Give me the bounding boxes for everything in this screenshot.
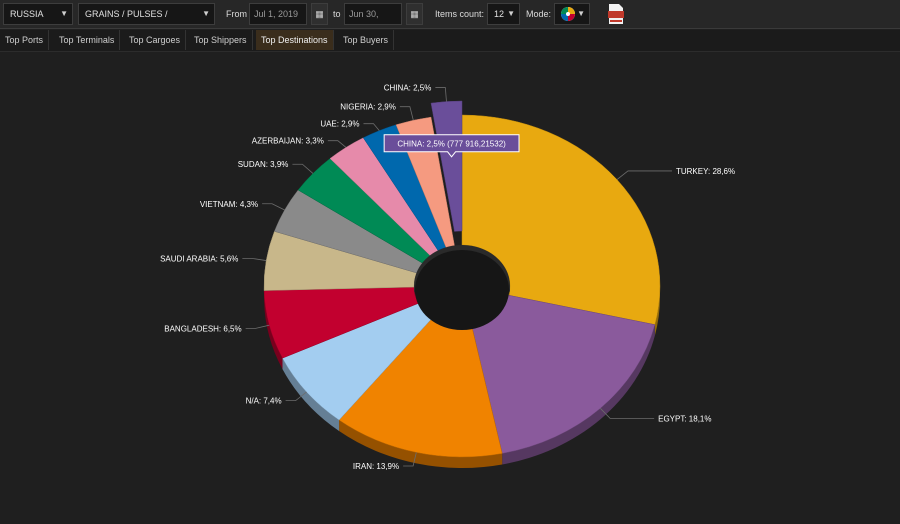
tooltip: CHINA: 2,5% (777 916,21532) (383, 134, 520, 158)
items-count-select[interactable]: 12 ▼ (487, 3, 520, 25)
chevron-down-icon: ▼ (577, 9, 585, 18)
calendar-icon[interactable]: ▦ (406, 3, 423, 25)
chevron-down-icon: ▼ (202, 9, 210, 18)
pie-label-n-a: N/A: 7,4% (246, 397, 282, 406)
pie-slice-egypt-side (502, 324, 655, 465)
pie-label-egypt: EGYPT: 18,1% (658, 414, 711, 423)
from-date-input[interactable]: Jul 1, 2019 (249, 3, 307, 25)
tooltip-text: CHINA: 2,5% (777 916,21532) (397, 139, 506, 148)
pie-label-turkey: TURKEY: 28,6% (676, 167, 735, 176)
pie-chart-icon (561, 7, 575, 21)
pie-label-egypt-connector (600, 408, 655, 419)
tab-top-ports[interactable]: Top Ports (0, 30, 50, 50)
mode-label: Mode: (526, 9, 552, 19)
tab-top-terminals[interactable]: Top Terminals (54, 30, 121, 50)
mode-select[interactable]: ▼ (554, 3, 590, 25)
toolbar: RUSSIA ▼ GRAINS / PULSES / OILSEEDS ▼ Fr… (0, 0, 900, 39)
pie-label-iran-connector (403, 452, 417, 467)
tab-top-shippers[interactable]: Top Shippers (189, 30, 253, 50)
pie-slice-turkey-side (654, 286, 660, 336)
tooltip-box (383, 134, 520, 158)
pie-label-china-connector (435, 87, 447, 102)
pie-label-saudi-arabia: SAUDI ARABIA: 5,6% (160, 254, 238, 263)
excel-export-icon[interactable] (608, 4, 624, 24)
tab-top-cargoes[interactable]: Top Cargoes (124, 30, 187, 50)
pie-slice-egypt (471, 294, 656, 454)
pie-label-uae-connector (363, 123, 380, 131)
pie-label-bangladesh-connector (245, 324, 270, 329)
pie-label-saudi-arabia-connector (242, 258, 267, 261)
pie-label-sudan-connector (292, 163, 314, 174)
pie-slices-layer (263, 100, 661, 458)
pie-label-iran: IRAN: 13,9% (353, 462, 399, 471)
pie-labels-layer: TURKEY: 28,6% EGYPT: 18,1% IRAN: 13,9% N/A:… (160, 84, 735, 471)
pie-label-china: CHINA: 2,5% (384, 84, 432, 93)
pie-slice-china (430, 100, 463, 232)
pie-label-uae: UAE: 2,9% (320, 120, 359, 129)
pie-label-n-a-connector (285, 391, 307, 402)
pie-label-bangladesh: BANGLADESH: 6,5% (164, 324, 241, 333)
pie-label-azerbaijan: AZERBAIJAN: 3,3% (252, 137, 324, 146)
items-count-label: Items count: (435, 9, 485, 19)
destinations-pie-chart: TURKEY: 28,6% EGYPT: 18,1% IRAN: 13,9% N/A:… (160, 84, 735, 471)
calendar-icon[interactable]: ▦ (311, 3, 328, 25)
pie-slice-n-a-side (282, 358, 340, 432)
chevron-down-icon: ▼ (507, 9, 515, 18)
pie-label-vietnam: VIETNAM: 4,3% (200, 200, 258, 209)
pie-label-azerbaijan-connector (327, 140, 347, 148)
from-label: From (226, 9, 247, 19)
pie-label-vietnam-connector (262, 203, 285, 211)
pie-label-sudan: SUDAN: 3,9% (238, 160, 289, 169)
pie-label-turkey-connector (616, 170, 672, 180)
to-date-input[interactable]: Jun 30, 2020 (344, 3, 402, 39)
to-label: to (333, 9, 341, 19)
items-count-value: 12 (494, 9, 505, 19)
pie-label-nigeria: NIGERIA: 2,9% (340, 103, 396, 112)
pie-label-nigeria-connector (399, 106, 414, 121)
donut-hole (415, 250, 509, 330)
tab-bar: Top Ports Top Terminals Top Cargoes Top … (0, 30, 900, 51)
commodity-select[interactable]: GRAINS / PULSES / OILSEEDS ▼ (78, 3, 215, 39)
tab-top-buyers[interactable]: Top Buyers (338, 30, 395, 50)
country-select[interactable]: RUSSIA ▼ (3, 3, 73, 25)
divider (0, 51, 900, 52)
tab-top-destinations[interactable]: Top Destinations (256, 30, 334, 50)
country-value: RUSSIA (10, 9, 44, 19)
pie-slice-iran-side (339, 420, 503, 468)
chevron-down-icon: ▼ (60, 9, 68, 18)
